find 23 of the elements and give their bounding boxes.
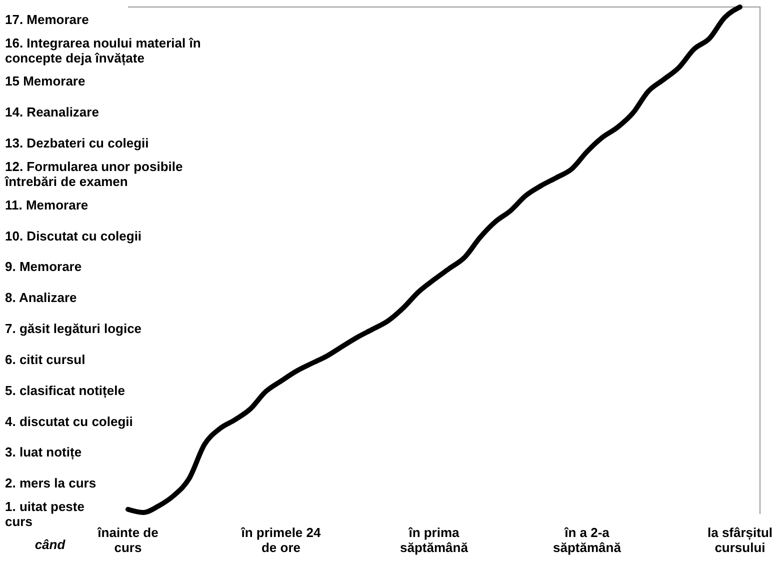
y-tick-label: 13. Dezbateri cu colegii <box>5 136 149 151</box>
y-tick-label: 15 Memorare <box>5 74 86 89</box>
y-tick-label: 8. Analizare <box>5 290 77 306</box>
y-tick-label: 16. Integrarea noului material în concepte deja învățate <box>5 35 201 66</box>
x-tick-label: înainte de curs <box>96 525 158 556</box>
x-tick-label: la sfârșitul cursului <box>707 525 773 556</box>
y-tick-label: 9. Memorare <box>5 259 82 274</box>
y-tick-label: 4. discutat cu colegii <box>5 414 133 429</box>
y-tick-label: 11. Memorare <box>5 197 88 212</box>
y-tick-label: 1. uitat peste curs <box>5 499 84 530</box>
y-tick-label: 3. luat notițe <box>5 444 82 461</box>
y-tick-label: 2. mers la curs <box>5 476 96 491</box>
y-tick-label: 7. găsit legături logice <box>5 321 142 336</box>
y-tick-label: 5. clasificat notițele <box>5 382 125 399</box>
x-tick-label: în primele 24 de ore <box>240 525 322 556</box>
y-tick-label: 6. citit cursul <box>5 352 86 367</box>
x-tick-label: în a 2-a săptămână <box>553 525 622 556</box>
y-tick-label: 14. Reanalizare <box>5 104 99 120</box>
y-tick-label: 17. Memorare <box>5 12 89 27</box>
x-axis-title: când <box>34 537 66 552</box>
y-tick-label: 10. Discutat cu colegii <box>5 228 142 244</box>
x-tick-label: în prima săptămână <box>400 525 469 556</box>
y-tick-label: 12. Formularea unor posibile întrebări de examen <box>4 158 183 189</box>
